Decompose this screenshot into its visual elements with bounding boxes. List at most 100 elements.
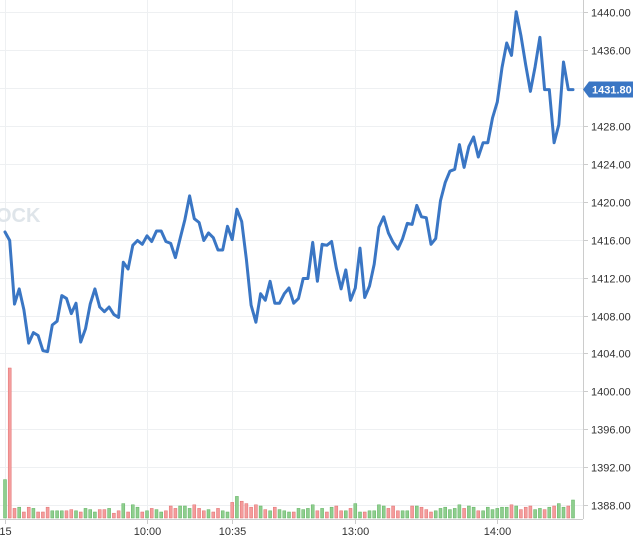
volume-bar: [320, 508, 324, 519]
y-tick-label: 1388.00: [591, 501, 631, 513]
volume-bar: [12, 508, 17, 519]
volume-bar: [391, 505, 395, 519]
volume-bar: [183, 505, 187, 519]
volume-bar: [504, 506, 509, 519]
x-tick-label: 14:00: [484, 526, 512, 537]
volume-bar: [235, 496, 239, 519]
volume-bar: [202, 510, 206, 519]
volume-bar: [467, 505, 471, 519]
volume-bar: [344, 510, 348, 519]
y-tick-label: 1392.00: [591, 463, 631, 475]
volume-bar: [225, 511, 230, 519]
volume-bar: [244, 503, 249, 519]
volume-bar: [452, 508, 457, 519]
volume-bar: [296, 508, 301, 519]
volume-bar: [462, 508, 466, 519]
last-price-tag: 1431.80: [583, 81, 633, 98]
volume-bar: [310, 504, 315, 519]
y-tick-label: 1408.00: [591, 312, 631, 324]
y-axis: 1440.001436.001432.001428.001424.001420.…: [583, 0, 631, 519]
volume-bar: [277, 509, 282, 519]
volume-bar: [457, 504, 462, 519]
volume-bar: [131, 504, 135, 519]
volume-bar: [164, 510, 168, 519]
y-tick-label: 1400.00: [591, 387, 631, 399]
volume-bar: [22, 511, 26, 519]
volume-bar: [433, 510, 438, 519]
price-series[interactable]: [3, 10, 575, 354]
volume-bar: [315, 510, 320, 519]
y-tick-label: 1420.00: [591, 198, 631, 210]
volume-bar: [78, 511, 83, 519]
price-line[interactable]: [3, 10, 575, 354]
volume-bar: [571, 499, 575, 519]
volume-bar: [64, 510, 69, 519]
volume-bar: [476, 510, 481, 519]
y-tick-label: 1440.00: [591, 8, 631, 20]
volume-bar: [396, 510, 400, 519]
volume-bar: [547, 506, 552, 519]
volume-bar: [112, 512, 116, 519]
volume-bar: [386, 508, 391, 519]
x-tick-label: 10:00: [134, 526, 162, 537]
volume-bar: [334, 505, 339, 519]
last-price-value: 1431.80: [592, 85, 632, 97]
volume-bar: [197, 508, 201, 519]
volume-bar: [367, 510, 372, 519]
volume-bar: [135, 506, 140, 519]
x-axis: 15 10:00 10:35 13:00 14:00: [0, 519, 583, 537]
x-tick-label: 10:35: [219, 526, 247, 537]
volume-bar: [88, 509, 92, 519]
volume-bar: [561, 506, 566, 519]
volume-bar: [486, 506, 490, 519]
volume-bar: [410, 505, 414, 519]
volume-bar: [41, 511, 45, 519]
volume-bar: [168, 505, 173, 519]
volume-bar: [481, 510, 485, 519]
volume-bar: [490, 509, 495, 519]
volume-bar: [424, 509, 429, 519]
volume-bar: [17, 506, 21, 519]
volume-bar: [273, 506, 277, 519]
volume-bar: [173, 508, 178, 519]
volume-bar: [97, 509, 102, 519]
volume-bar: [7, 367, 12, 519]
watermark-text: OCK: [0, 205, 41, 227]
volume-bar: [542, 509, 547, 519]
volume-bar: [45, 506, 50, 519]
volume-bar: [500, 506, 504, 519]
volume-bar: [107, 508, 111, 519]
volume-bar: [3, 479, 7, 519]
volume-bar: [514, 505, 518, 519]
y-tick-label: 1404.00: [591, 349, 631, 361]
y-tick-label: 1416.00: [591, 236, 631, 248]
volume-bar: [448, 509, 452, 519]
volume-bar: [74, 510, 78, 519]
volume-bar: [126, 511, 130, 519]
volume-bar: [263, 509, 268, 519]
y-tick-label: 1428.00: [591, 122, 631, 134]
volume-bar: [149, 508, 154, 519]
volume-bar: [523, 506, 528, 519]
volume-bar: [291, 511, 296, 519]
volume-bar: [405, 510, 410, 519]
watermark: OCK: [0, 205, 41, 227]
volume-bar: [287, 511, 291, 519]
last-price-badge: [583, 81, 633, 98]
volume-bar: [329, 506, 334, 519]
volume-bar: [443, 506, 447, 519]
volume-bar: [178, 505, 182, 519]
volume-bar: [538, 508, 542, 519]
y-tick-label: 1436.00: [591, 46, 631, 58]
volume-bar: [509, 504, 514, 519]
volume-bars: [3, 367, 575, 519]
volume-bar: [254, 504, 258, 519]
volume-bar: [159, 511, 163, 519]
volume-bar: [36, 511, 40, 519]
volume-bar: [325, 511, 329, 519]
volume-bar: [211, 511, 216, 519]
volume-bar: [50, 510, 55, 519]
x-tick-label: 15: [0, 526, 12, 537]
volume-bar: [495, 508, 500, 519]
